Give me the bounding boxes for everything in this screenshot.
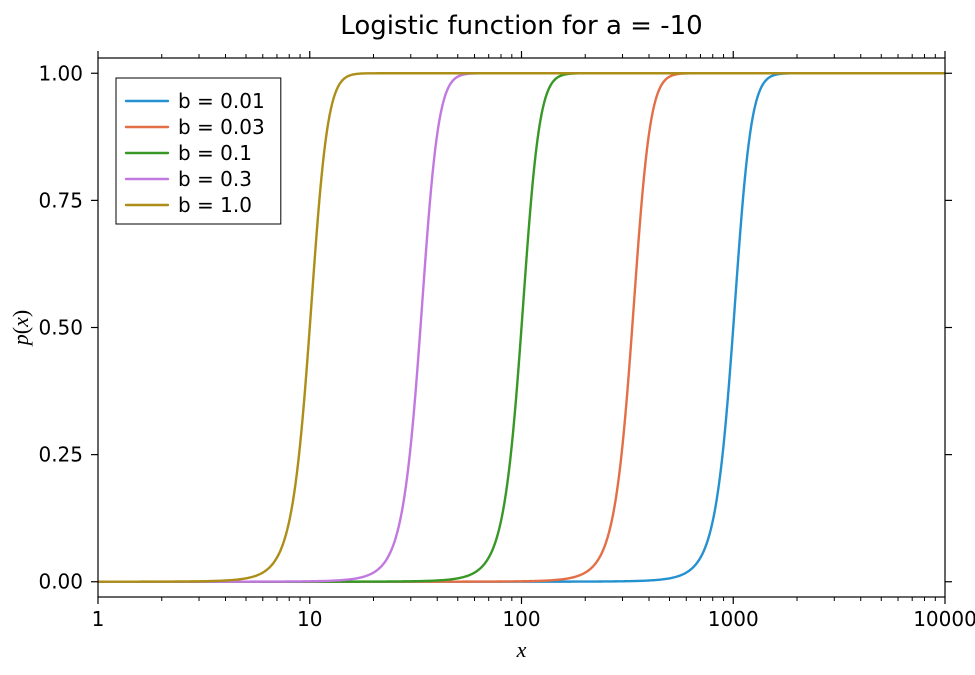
- x-tick-label: 1: [92, 607, 105, 631]
- x-tick-label: 10: [297, 607, 322, 631]
- y-tick-label: 0.75: [38, 188, 83, 212]
- chart-title: Logistic function for a = -10: [340, 11, 702, 41]
- x-tick-label: 1000: [708, 607, 759, 631]
- y-axis-title: p(x): [8, 310, 33, 347]
- legend-label: b = 0.3: [178, 167, 252, 191]
- x-tick-label: 100: [502, 607, 540, 631]
- chart-svg: 1 10 100 1000 10000 0.00 0.25 0.50 0.75 1.00 x p(x)…: [0, 0, 975, 675]
- y-tick-label: 0.50: [38, 316, 83, 340]
- legend-label: b = 0.01: [178, 89, 265, 113]
- x-axis-title: x: [516, 637, 527, 662]
- legend-label: b = 1.0: [178, 193, 252, 217]
- legend-label: b = 0.1: [178, 141, 252, 165]
- chart-container: 1 10 100 1000 10000 0.00 0.25 0.50 0.75 1.00 x p(x)…: [0, 0, 975, 675]
- x-tick-label: 10000: [913, 607, 975, 631]
- legend-label: b = 0.03: [178, 115, 265, 139]
- y-tick-label: 0.25: [38, 443, 83, 467]
- legend: b = 0.01b = 0.03b = 0.1b = 0.3b = 1.0: [116, 78, 281, 224]
- y-tick-label: 0.00: [38, 570, 83, 594]
- y-tick-label: 1.00: [38, 61, 83, 85]
